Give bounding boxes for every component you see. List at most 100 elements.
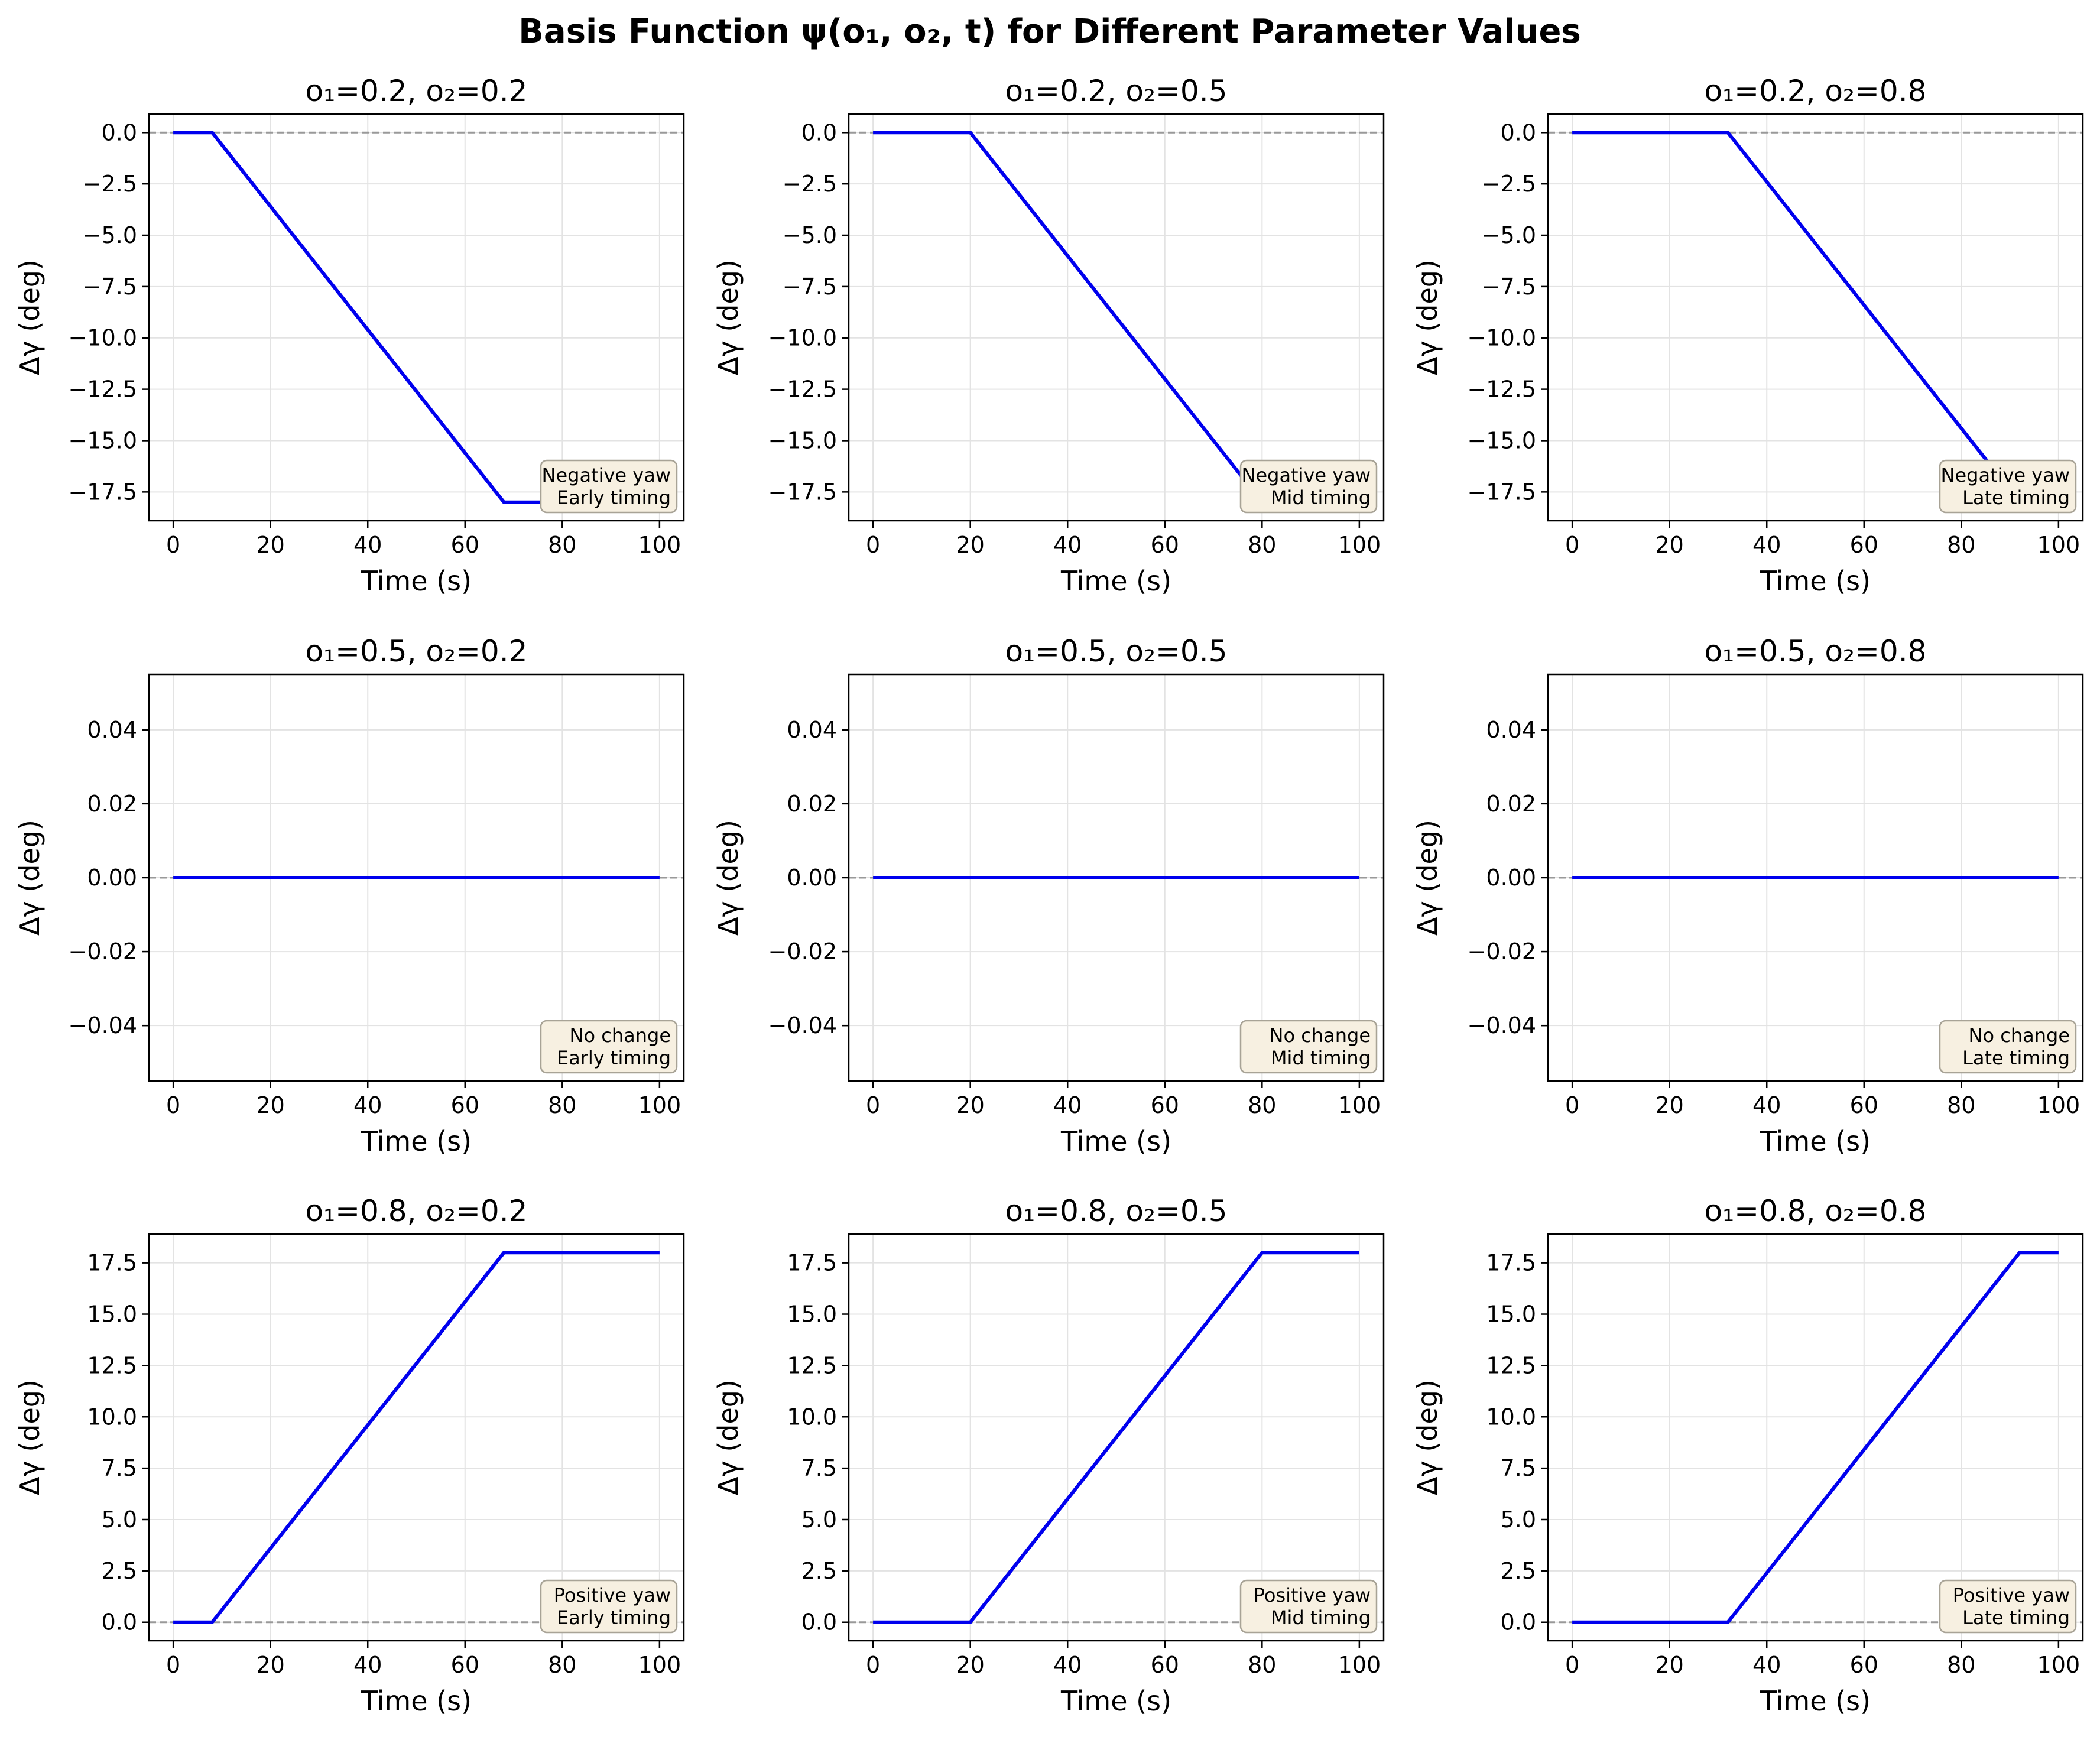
y-axis-label: Δγ (deg) <box>1411 1379 1443 1495</box>
y-tick-label: −10.0 <box>1468 325 1536 351</box>
x-tick-label: 0 <box>866 1652 880 1678</box>
y-tick-label: −15.0 <box>768 427 837 453</box>
annotation-line-2: Early timing <box>557 486 671 509</box>
x-tick-label: 100 <box>638 1092 681 1118</box>
x-tick-label: 40 <box>1053 532 1082 558</box>
x-tick-label: 40 <box>1053 1652 1082 1678</box>
annotation-line-2: Early timing <box>557 1047 671 1069</box>
y-tick-label: 0.00 <box>1486 865 1536 891</box>
subplot: 0 20 40 60 80 100 0.04 0.02 0.00 −0.02 −0.04 o₁=0.5… <box>14 634 685 1157</box>
y-axis-label: Δγ (deg) <box>14 820 46 936</box>
y-tick-label: 12.5 <box>1486 1352 1536 1378</box>
annotation-line-1: No change <box>1969 1024 2070 1047</box>
y-tick-label: 0.02 <box>1486 791 1536 817</box>
y-tick-label: 5.0 <box>1501 1507 1536 1533</box>
annotation-line-2: Early timing <box>557 1606 671 1629</box>
y-tick-label: 2.5 <box>102 1558 137 1584</box>
x-tick-label: 60 <box>1850 1092 1878 1118</box>
figure-title: Basis Function ψ(o₁, o₂, t) for Differen… <box>518 12 1581 51</box>
annotation-box <box>1939 1579 2077 1634</box>
x-tick-label: 80 <box>1947 532 1975 558</box>
x-tick-label: 100 <box>1338 1652 1381 1678</box>
y-tick-label: 12.5 <box>787 1352 837 1378</box>
x-axis-label: Time (s) <box>1760 1685 1871 1717</box>
y-tick-label: 15.0 <box>1486 1301 1536 1327</box>
subplot-title: o₁=0.2, o₂=0.2 <box>306 74 528 108</box>
x-tick-label: 20 <box>1656 1652 1684 1678</box>
data-series-line <box>873 1251 1359 1624</box>
annotation-line-1: Positive yaw <box>554 1584 671 1606</box>
x-tick-label: 80 <box>1947 1652 1975 1678</box>
y-axis-label: Δγ (deg) <box>712 259 744 375</box>
y-tick-label: 10.0 <box>787 1404 837 1430</box>
x-axis-label: Time (s) <box>1760 1125 1871 1157</box>
subplot-title: o₁=0.8, o₂=0.2 <box>306 1194 528 1228</box>
subplot: 0 20 40 60 80 100 0.04 0.02 0.00 −0.02 −0.04 o₁=0.5… <box>1411 634 2084 1157</box>
subplot-title: o₁=0.5, o₂=0.8 <box>1705 634 1927 668</box>
x-axis-label: Time (s) <box>1060 1125 1171 1157</box>
x-tick-label: 40 <box>1053 1092 1082 1118</box>
annotation-line-1: Positive yaw <box>1953 1584 2070 1606</box>
subplot-title: o₁=0.8, o₂=0.5 <box>1005 1194 1228 1228</box>
x-tick-label: 0 <box>1565 532 1579 558</box>
y-tick-label: 0.0 <box>102 119 137 145</box>
x-tick-label: 80 <box>548 1652 576 1678</box>
subplot-title: o₁=0.5, o₂=0.2 <box>306 634 528 668</box>
y-axis-label: Δγ (deg) <box>1411 820 1443 936</box>
subplot: 0 20 40 60 80 100 0.0 −2.5 −5.0 −7.5 −10.0 −12.5 −15… <box>1411 74 2084 597</box>
y-tick-label: 0.04 <box>787 717 837 743</box>
x-tick-label: 60 <box>1850 1652 1878 1678</box>
y-tick-label: 0.04 <box>1486 717 1536 743</box>
x-axis-label: Time (s) <box>1060 1685 1171 1717</box>
y-tick-label: −0.04 <box>768 1012 837 1038</box>
y-tick-label: −0.04 <box>69 1012 137 1038</box>
y-tick-label: −7.5 <box>1482 274 1536 300</box>
y-tick-label: −7.5 <box>83 274 137 300</box>
subplot: 0 20 40 60 80 100 17.5 15.0 12.5 10.0 7.5 5.0 2.5 0.0… <box>1411 1194 2084 1717</box>
annotation-box <box>540 1020 678 1074</box>
subplot-title: o₁=0.5, o₂=0.5 <box>1005 634 1228 668</box>
y-axis-label: Δγ (deg) <box>14 1379 46 1495</box>
annotation-line-2: Late timing <box>1962 486 2070 509</box>
y-tick-label: −5.0 <box>783 222 837 248</box>
x-axis-label: Time (s) <box>361 1125 472 1157</box>
y-tick-label: −15.0 <box>1468 427 1536 453</box>
subplot-grid: 0 20 40 60 80 100 0.0 −2.5 −5.0 −7.5 −10.0 −12.5 −15… <box>14 74 2084 1717</box>
plot-frame <box>148 113 685 522</box>
subplot-title: o₁=0.2, o₂=0.5 <box>1005 74 1228 108</box>
y-tick-label: 5.0 <box>801 1507 837 1533</box>
y-tick-label: 2.5 <box>1501 1558 1536 1584</box>
y-tick-label: 5.0 <box>102 1507 137 1533</box>
annotation-box <box>1939 459 2077 514</box>
annotation-line-1: No change <box>1270 1024 1371 1047</box>
x-tick-label: 40 <box>353 1652 382 1678</box>
y-tick-label: 0.02 <box>787 791 837 817</box>
y-tick-label: 0.0 <box>1501 119 1536 145</box>
y-tick-label: −2.5 <box>83 171 137 197</box>
subplot: 0 20 40 60 80 100 0.0 −2.5 −5.0 −7.5 −10.0 −12.5 −15… <box>712 74 1385 597</box>
x-axis-label: Time (s) <box>1060 565 1171 597</box>
x-tick-label: 100 <box>1338 1092 1381 1118</box>
plot-area <box>149 114 684 521</box>
x-tick-label: 100 <box>1338 532 1381 558</box>
subplot-title: o₁=0.2, o₂=0.8 <box>1705 74 1927 108</box>
data-series-line <box>173 1251 660 1624</box>
y-tick-label: 0.00 <box>787 865 837 891</box>
x-tick-label: 0 <box>866 532 880 558</box>
x-tick-label: 20 <box>1656 1092 1684 1118</box>
x-tick-label: 60 <box>451 1652 479 1678</box>
y-tick-label: 0.00 <box>87 865 137 891</box>
y-tick-label: 0.0 <box>102 1609 137 1635</box>
x-tick-label: 60 <box>451 532 479 558</box>
x-tick-label: 0 <box>166 1092 180 1118</box>
x-tick-label: 100 <box>638 1652 681 1678</box>
x-tick-label: 20 <box>956 532 985 558</box>
y-tick-label: 15.0 <box>87 1301 137 1327</box>
y-tick-label: −10.0 <box>768 325 837 351</box>
annotation-box <box>540 1579 678 1634</box>
x-tick-label: 60 <box>451 1092 479 1118</box>
x-tick-label: 60 <box>1151 1652 1179 1678</box>
x-tick-label: 0 <box>1565 1092 1579 1118</box>
y-tick-label: −0.02 <box>1468 939 1536 965</box>
